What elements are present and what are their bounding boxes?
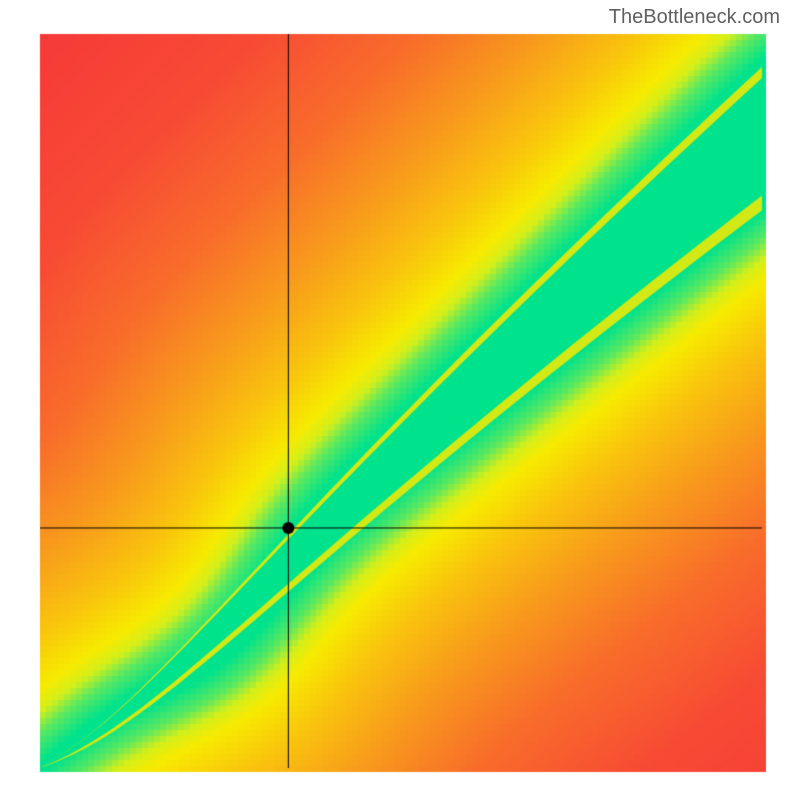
watermark-text: TheBottleneck.com [609, 6, 780, 29]
heatmap-canvas [0, 0, 800, 800]
chart-container: TheBottleneck.com [0, 0, 800, 800]
